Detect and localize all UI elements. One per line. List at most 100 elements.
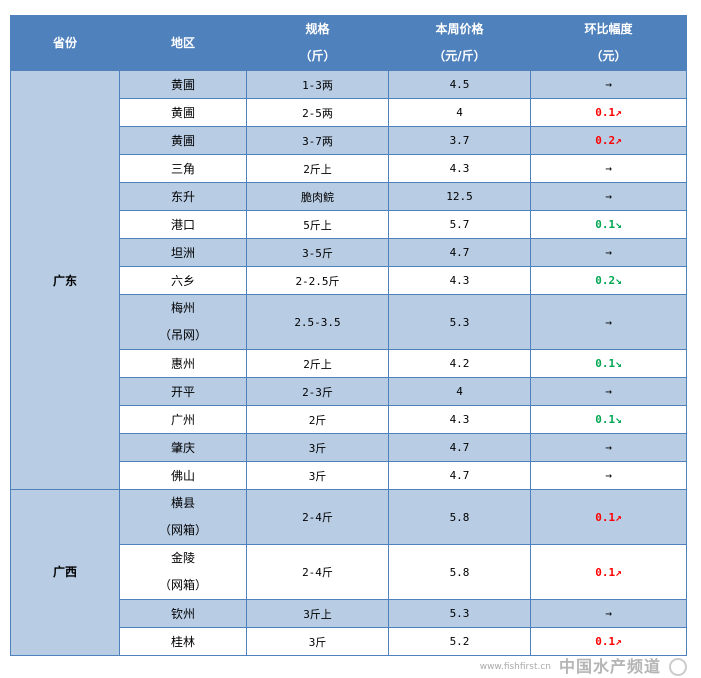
region-cell: 肇庆 — [119, 433, 247, 462]
spec-cell: 3-5斤 — [246, 238, 389, 267]
spec-cell: 5斤上 — [246, 210, 389, 239]
header-price-line2: （元/斤） — [433, 49, 486, 63]
arrow-up-icon: ↗ — [615, 635, 622, 648]
arrow-up-icon: ↗ — [615, 565, 622, 579]
price-cell: 5.3 — [388, 294, 531, 350]
region-line: 肇庆 — [170, 441, 195, 455]
change-cell: 0.1↗ — [530, 98, 687, 127]
region-line: 坦洲 — [170, 246, 195, 260]
province-cell: 广西 — [10, 489, 120, 656]
price-cell: 4.7 — [388, 238, 531, 267]
region-cell: 黄圃 — [119, 70, 247, 99]
change-value: 0.2 — [595, 134, 616, 147]
header-row: 省份 地区 规格 （斤） 本周价格 （元/斤） 环比幅度 （元） — [10, 15, 687, 71]
table-row: 三角 2斤上 4.3 → — [11, 154, 687, 183]
header-province: 省份 — [10, 15, 120, 71]
spec-cell: 3-7两 — [246, 126, 389, 155]
region-cell: 广州 — [119, 405, 247, 434]
region-cell: 黄圃 — [119, 126, 247, 155]
price-cell: 5.2 — [388, 627, 531, 656]
price-cell: 4.3 — [388, 405, 531, 434]
region-line: 黄圃 — [170, 134, 195, 148]
price-cell: 3.7 — [388, 126, 531, 155]
table-row: 广西 横县 （网箱） 2-4斤 5.8 0.1↗ — [10, 489, 687, 656]
spec-cell: 2-3斤 — [246, 377, 389, 406]
header-spec: 规格 （斤） — [246, 15, 389, 71]
region-line: 东升 — [170, 190, 195, 204]
spec-cell: 2斤上 — [246, 349, 389, 378]
change-cell: → — [530, 294, 687, 350]
spec-cell: 2.5-3.5 — [246, 294, 389, 350]
header-change-line2: （元） — [590, 49, 627, 63]
region-line: 金陵 — [170, 551, 195, 565]
region-cell: 东升 — [119, 182, 247, 211]
header-price: 本周价格 （元/斤） — [388, 15, 531, 71]
watermark-url: www.fishfirst.cn — [479, 662, 551, 672]
spec-cell: 2-5两 — [246, 98, 389, 127]
change-cell: 0.1↗ — [530, 544, 687, 600]
region-line: 三角 — [170, 162, 195, 176]
arrow-flat-icon: → — [605, 385, 612, 398]
price-cell: 5.3 — [388, 599, 531, 628]
region-cell: 六乡 — [119, 266, 247, 295]
region-line: 横县 — [170, 496, 195, 510]
header-spec-line2: （斤） — [299, 49, 336, 63]
arrow-down-icon: ↘ — [615, 218, 622, 231]
table-row: 惠州 2斤上 4.2 0.1↘ — [11, 349, 687, 378]
spec-cell: 2斤 — [246, 405, 389, 434]
change-cell: 0.1↗ — [530, 627, 687, 656]
header-change: 环比幅度 （元） — [530, 15, 687, 71]
header-price-line1: 本周价格 — [435, 22, 484, 36]
region-cell: 惠州 — [119, 349, 247, 378]
arrow-down-icon: ↘ — [615, 274, 622, 287]
region-line: 梅州 — [170, 301, 195, 315]
table-row: 金陵 （网箱） 2-4斤 5.8 0.1↗ — [11, 544, 687, 600]
arrow-up-icon: ↗ — [615, 106, 622, 119]
change-value: 0.1 — [595, 106, 616, 119]
table-row: 东升 脆肉鲩 12.5 → — [11, 182, 687, 211]
watermark-group: www.fishfirst.cn 中国水产频道 — [480, 658, 687, 676]
region-cell: 金陵 （网箱） — [119, 544, 247, 600]
change-value: 0.1 — [595, 565, 616, 579]
region-line: 佛山 — [170, 469, 195, 483]
price-cell: 5.7 — [388, 210, 531, 239]
price-cell: 4.5 — [388, 70, 531, 99]
change-cell: → — [530, 238, 687, 267]
region-cell: 开平 — [119, 377, 247, 406]
change-value: 0.1 — [595, 413, 616, 426]
price-cell: 4.7 — [388, 461, 531, 490]
region-cell: 三角 — [119, 154, 247, 183]
change-cell: 0.2↘ — [530, 266, 687, 295]
table-row: 钦州 3斤上 5.3 → — [11, 599, 687, 628]
price-table: 省份 地区 规格 （斤） 本周价格 （元/斤） 环比幅度 （元） 广东 黄圃 1-3两 4.… — [10, 15, 687, 656]
header-spec-line1: 规格 — [305, 22, 330, 36]
table-row: 佛山 3斤 4.7 → — [11, 461, 687, 490]
table-row: 广东 黄圃 1-3两 4.5 → — [10, 70, 687, 490]
arrow-up-icon: ↗ — [615, 134, 622, 147]
region-line: 桂林 — [170, 635, 195, 649]
change-cell: → — [530, 182, 687, 211]
spec-cell: 1-3两 — [246, 70, 389, 99]
price-cell: 4.3 — [388, 266, 531, 295]
arrow-flat-icon: → — [605, 469, 612, 482]
region-cell: 横县 （网箱） — [119, 489, 247, 545]
price-cell: 5.8 — [388, 489, 531, 545]
table-row: 坦洲 3-5斤 4.7 → — [11, 238, 687, 267]
region-cell: 港口 — [119, 210, 247, 239]
arrow-flat-icon: → — [605, 315, 612, 329]
region-cell: 梅州 （吊网） — [119, 294, 247, 350]
change-value: 0.2 — [595, 274, 616, 287]
spec-cell: 2-4斤 — [246, 544, 389, 600]
header-change-line1: 环比幅度 — [584, 22, 633, 36]
spec-cell: 脆肉鲩 — [246, 182, 389, 211]
table-row: 开平 2-3斤 4 → — [11, 377, 687, 406]
table-row: 桂林 3斤 5.2 0.1↗ — [11, 627, 687, 656]
price-cell: 4.3 — [388, 154, 531, 183]
arrow-flat-icon: → — [605, 190, 612, 203]
province-cell: 广东 — [10, 70, 120, 490]
change-cell: → — [530, 70, 687, 99]
region-cell: 黄圃 — [119, 98, 247, 127]
spec-cell: 3斤 — [246, 461, 389, 490]
region-cell: 坦洲 — [119, 238, 247, 267]
change-value: 0.1 — [595, 218, 616, 231]
